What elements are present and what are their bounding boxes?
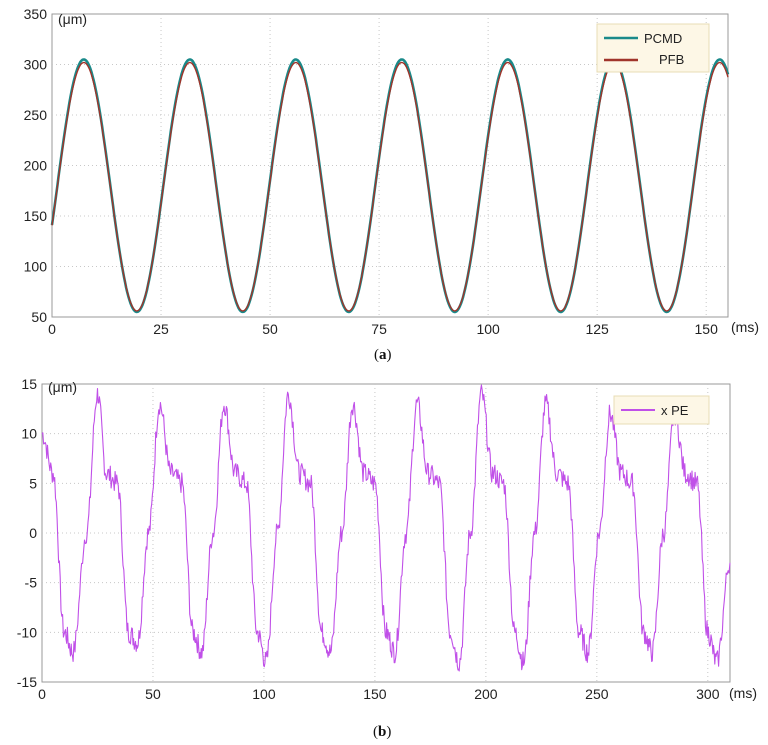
x-axis-unit-label-b: (ms) <box>729 685 757 701</box>
chart-panel-b: 0 50 100 150 200 250 300 -15 -10 -5 0 5 10 15 (μm) (m… <box>17 376 757 740</box>
y-tick-label-a: 250 <box>24 107 48 123</box>
y-tick-label-b: -15 <box>17 674 37 690</box>
legend-label-pfb: PFB <box>659 52 684 67</box>
x-tick-label-b: 150 <box>363 686 387 702</box>
y-tick-label-a: 200 <box>24 158 48 174</box>
y-tick-label-b: 0 <box>29 525 37 541</box>
caption-b-label: b <box>378 724 386 740</box>
caption-a-label: a <box>379 347 387 363</box>
y-tick-label-a: 150 <box>24 208 48 224</box>
y-axis-unit-label-b: (μm) <box>48 379 77 395</box>
y-tick-label-b: -10 <box>17 624 37 640</box>
x-tick-label-a: 75 <box>371 321 387 337</box>
chart-panel-a: 0 25 50 75 100 125 150 50 100 150 200 250 300 350 (μm… <box>24 6 759 363</box>
x-axis-unit-label-a: (ms) <box>731 319 759 335</box>
y-tick-label-a: 100 <box>24 259 48 275</box>
y-tick-label-b: 5 <box>29 475 37 491</box>
caption-a: (a) <box>374 347 392 363</box>
x-tick-label-a: 100 <box>476 321 500 337</box>
y-tick-label-b: 15 <box>21 376 37 392</box>
x-tick-label-b: 50 <box>145 686 161 702</box>
x-tick-label-b: 250 <box>585 686 609 702</box>
legend-box-a <box>596 23 710 73</box>
x-tick-label-b: 100 <box>252 686 276 702</box>
y-tick-label-b: -5 <box>25 575 38 591</box>
y-axis-unit-label-a: (μm) <box>58 11 87 27</box>
legend-label-pcmd: PCMD <box>644 31 682 46</box>
x-tick-label-a: 150 <box>695 321 719 337</box>
axes-b: 0 50 100 150 200 250 300 -15 -10 -5 0 5 10 15 <box>17 376 720 702</box>
y-tick-label-a: 350 <box>24 6 48 22</box>
legend-b: x PE <box>613 395 710 425</box>
legend-a: PCMD PFB <box>596 23 710 73</box>
y-tick-label-b: 10 <box>21 426 37 442</box>
x-tick-label-b: 200 <box>474 686 498 702</box>
axes-a: 0 25 50 75 100 125 150 50 100 150 200 250 300 350 <box>24 6 718 337</box>
grid-a <box>52 14 728 317</box>
caption-b: (b) <box>373 724 391 740</box>
x-tick-label-a: 125 <box>585 321 609 337</box>
x-tick-label-a: 0 <box>48 321 56 337</box>
x-tick-label-b: 300 <box>696 686 720 702</box>
y-tick-label-a: 300 <box>24 57 48 73</box>
x-tick-label-a: 50 <box>262 321 278 337</box>
legend-label-xpe: x PE <box>661 403 689 418</box>
x-tick-label-b: 0 <box>38 686 46 702</box>
y-tick-label-a: 50 <box>31 309 47 325</box>
x-tick-label-a: 25 <box>153 321 169 337</box>
